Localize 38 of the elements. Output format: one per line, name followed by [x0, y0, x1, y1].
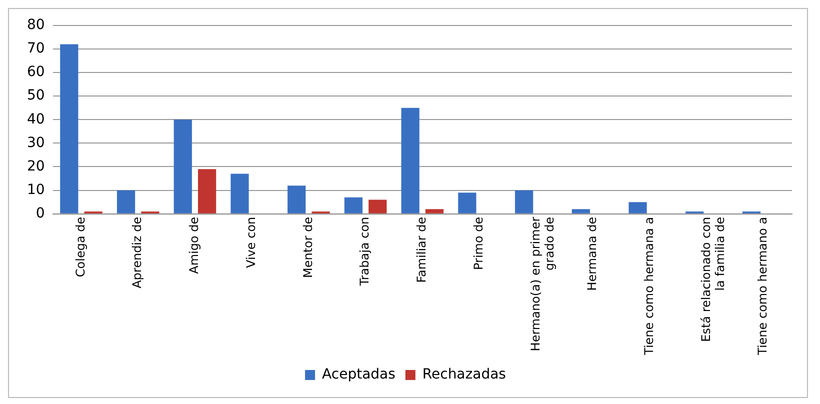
- bar: [628, 202, 647, 214]
- x-tick-label: Mentor de: [300, 216, 315, 278]
- bar: [174, 120, 192, 214]
- bar: [458, 192, 476, 214]
- x-tick-label: Colega de: [73, 216, 88, 278]
- bar: [344, 197, 363, 214]
- y-tick-label: 10: [26, 182, 45, 198]
- bar: [116, 190, 136, 214]
- y-tick-label: 80: [26, 17, 45, 34]
- y-tick-label: 60: [26, 64, 45, 80]
- y-tick-label: 70: [26, 40, 45, 57]
- x-tick-label: Aprendiz de: [130, 216, 144, 288]
- bar: [425, 209, 444, 214]
- x-tick-label: Primo de: [471, 216, 486, 270]
- x-tick-label: Está relacionado con la familia de: [698, 216, 728, 342]
- legend-label: Aceptadas: [322, 366, 396, 383]
- x-tick-label: Familiar de: [414, 216, 429, 283]
- x-tick-label: Hermano(a) en primer grado de: [528, 216, 557, 352]
- x-tick-label: Tiene como hermano a: [756, 216, 770, 356]
- bar: [60, 44, 78, 214]
- x-tick-label: Tiene como hermana a: [642, 216, 656, 356]
- bar: [514, 190, 534, 214]
- x-tick-label: Trabaja con: [358, 216, 372, 287]
- y-tick-label: 30: [26, 134, 45, 151]
- y-tick-label: 20: [26, 158, 45, 174]
- x-tick-label: Vive con: [244, 216, 258, 268]
- bar: [198, 169, 216, 214]
- bar: [401, 108, 420, 214]
- bar: [288, 186, 306, 214]
- legend-label: Rechazadas: [422, 366, 506, 383]
- bar: [572, 209, 590, 214]
- x-tick-label: Hermana de: [585, 216, 600, 291]
- y-tick-label: 0: [36, 205, 45, 222]
- x-tick-label: Amigo de: [187, 216, 202, 274]
- bar: [368, 200, 387, 214]
- bar: [230, 174, 249, 214]
- y-tick-label: 50: [26, 88, 45, 104]
- y-tick-label: 40: [26, 111, 45, 128]
